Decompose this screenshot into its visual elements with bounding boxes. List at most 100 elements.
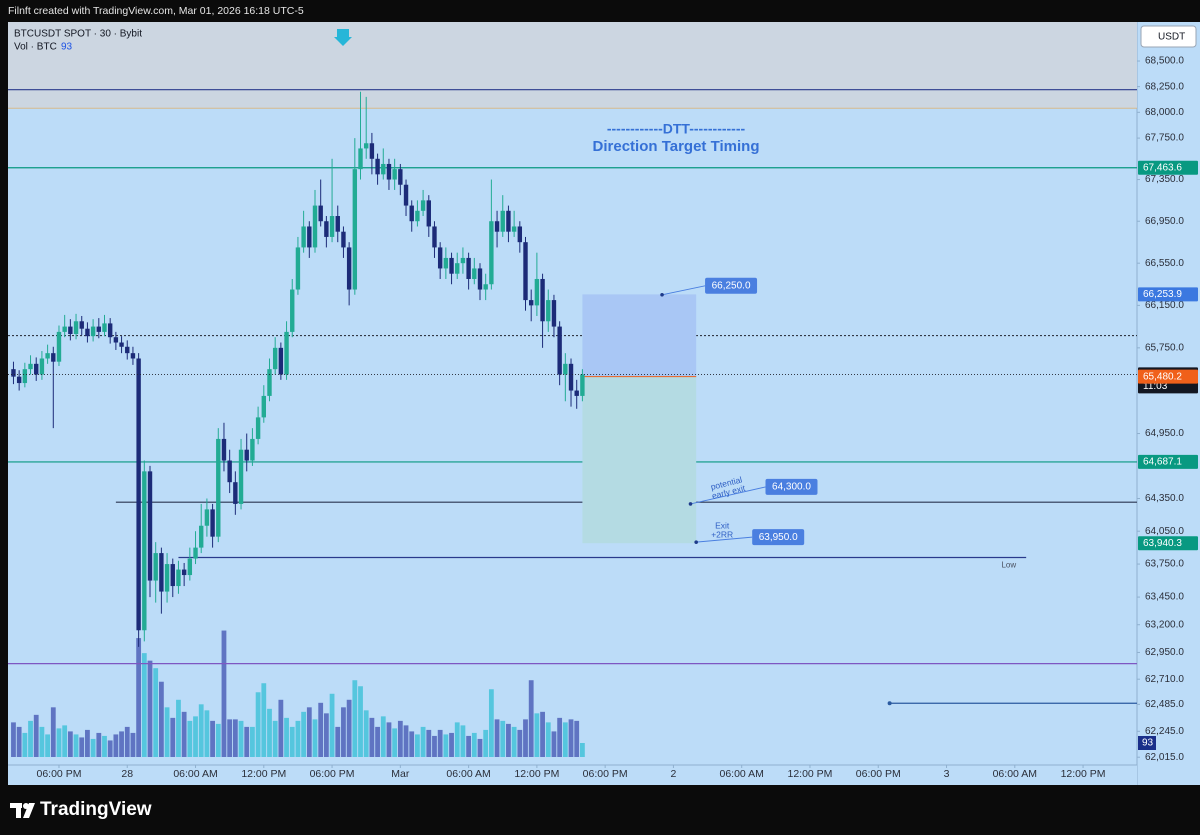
candle-body (147, 471, 153, 581)
volume-bar (346, 699, 352, 757)
top-zone (8, 22, 1137, 109)
candle-body (346, 247, 352, 290)
price-badge-label: 66,253.9 (1143, 289, 1182, 300)
volume-bar (170, 717, 176, 757)
annotation-connector (661, 285, 706, 296)
annotation-anchor (660, 293, 664, 297)
x-tick-label: 06:00 PM (37, 768, 82, 780)
y-tick-label: 62,015.0 (1145, 752, 1184, 763)
candle-body (352, 169, 358, 290)
volume-bar (420, 726, 426, 757)
price-badge (1138, 369, 1198, 384)
volume-bar (11, 722, 16, 757)
candle-body (238, 449, 244, 504)
candle-body (136, 358, 141, 631)
candle-body (432, 226, 437, 248)
candle-body (472, 268, 477, 279)
annotation-connector (696, 536, 753, 543)
volume-bar (380, 716, 386, 757)
candle-body (420, 200, 426, 211)
x-tick-label: 12:00 PM (241, 768, 286, 780)
volume-bar (113, 734, 119, 757)
volume-bar (193, 716, 198, 757)
candle-body (102, 323, 107, 332)
annotation-box (705, 277, 758, 294)
candle-body (45, 353, 50, 359)
candle-body (528, 300, 534, 306)
candle-body (34, 363, 39, 375)
volume-bar (198, 704, 204, 757)
candle-body (272, 347, 278, 370)
candle-body (164, 564, 170, 592)
candle-body (39, 358, 45, 375)
annotation-box (752, 529, 805, 546)
volume-bar (79, 737, 85, 757)
y-tick-label: 66,550.0 (1145, 258, 1184, 269)
candle-body (51, 353, 56, 362)
volume-bar (443, 734, 449, 757)
volume-bar (386, 722, 392, 757)
volume-bar (221, 630, 227, 757)
candle-body (312, 205, 318, 248)
volume-bar (568, 719, 574, 757)
volume-bar (33, 714, 39, 757)
candle-body (295, 247, 301, 290)
y-tick-label: 63,200.0 (1145, 619, 1184, 630)
chart-subtitle: Direction Target Timing (593, 138, 760, 155)
top-bar (0, 0, 1200, 22)
currency-box[interactable] (1140, 25, 1197, 48)
candle-body (489, 221, 494, 285)
footer-logo (10, 803, 35, 818)
candle-body (443, 257, 449, 269)
annotation-label: 64,300.0 (772, 482, 811, 493)
volume-bar (295, 720, 301, 757)
volume-bar (176, 699, 181, 757)
candle-body (324, 221, 329, 237)
y-tick-label: 63,450.0 (1145, 592, 1184, 603)
volume-bar (409, 731, 415, 757)
y-tick-label: 64,350.0 (1145, 493, 1184, 504)
candle-body (574, 390, 579, 396)
volume-bar (130, 732, 136, 757)
candle-body (176, 569, 181, 587)
price-badge (1138, 160, 1198, 175)
volume-badge (1138, 736, 1156, 750)
volume-bar (102, 735, 107, 757)
y-tick-label: 67,750.0 (1145, 133, 1184, 144)
candle-body (381, 163, 386, 175)
y-tick-label: 66,150.0 (1145, 300, 1184, 311)
volume-bar (511, 726, 517, 757)
candle-body (284, 331, 289, 375)
candle-body (568, 363, 574, 391)
candle-body (90, 326, 96, 337)
candle-body (233, 482, 238, 504)
x-tick-label: 28 (121, 768, 133, 780)
logo-part (16, 803, 21, 818)
candle-body (62, 326, 67, 332)
y-tick-label: 67,350.0 (1145, 174, 1184, 185)
candle-body (540, 278, 545, 322)
candle-body (107, 323, 113, 338)
candle-body (210, 509, 215, 537)
volume-bar (329, 693, 335, 757)
y-tick-label: 62,485.0 (1145, 699, 1184, 710)
y-tick-label: 68,500.0 (1145, 56, 1184, 67)
x-tick-label: 3 (944, 768, 950, 780)
price-badge (1138, 454, 1198, 469)
volume-bar (141, 653, 147, 757)
volume-bar (250, 726, 255, 757)
annotation-anchor (694, 540, 698, 544)
candle-body (216, 438, 221, 537)
y-tick-label: 66,950.0 (1145, 216, 1184, 227)
volume-bar (397, 720, 403, 757)
candle-body (11, 369, 16, 377)
price-countdown: 11:03 (1143, 381, 1168, 392)
y-tick-label: 65,750.0 (1145, 342, 1184, 353)
volume-bar (232, 719, 238, 757)
symbol-legend: BTCUSDT SPOT · 30 · Bybit (14, 29, 142, 40)
candle-body (369, 143, 375, 159)
volume-bar (187, 720, 193, 757)
volume-legend-value: 93 (61, 42, 73, 53)
candle-body (460, 257, 466, 264)
